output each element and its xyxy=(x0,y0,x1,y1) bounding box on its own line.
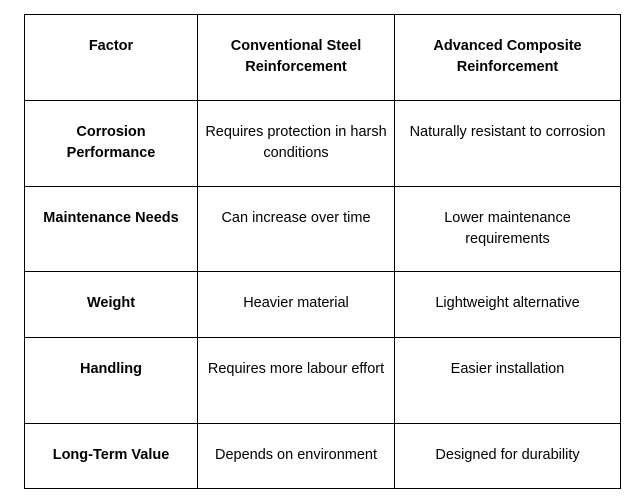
header-advanced-composite: Advanced Composite Reinforcement xyxy=(394,14,621,101)
table-row: Maintenance Needs Can increase over time… xyxy=(24,186,621,272)
header-factor: Factor xyxy=(24,14,198,101)
steel-value: Heavier material xyxy=(243,295,349,311)
composite-cell: Naturally resistant to corrosion xyxy=(394,100,621,187)
steel-value: Depends on environment xyxy=(214,447,378,463)
composite-cell: Designed for durability xyxy=(394,423,621,489)
composite-value: Easier installation xyxy=(450,361,565,377)
steel-cell: Requires protection in harsh conditions xyxy=(197,100,395,187)
table-row: Weight Heavier material Lightweight alte… xyxy=(24,271,621,338)
composite-value: Designed for durability xyxy=(435,447,580,463)
composite-value: Lightweight alternative xyxy=(435,295,580,311)
factor-cell: Weight xyxy=(24,271,198,338)
header-conventional-steel-label: Conventional Steel Reinforcement xyxy=(230,38,362,75)
steel-cell: Depends on environment xyxy=(197,423,395,489)
factor-label: Handling xyxy=(79,361,143,377)
steel-value: Requires protection in harsh conditions xyxy=(205,124,387,161)
header-advanced-composite-label: Advanced Composite Reinforcement xyxy=(433,38,582,75)
composite-value: Lower maintenance requirements xyxy=(444,210,571,247)
factor-cell: Corrosion Performance xyxy=(24,100,198,187)
steel-value: Requires more labour effort xyxy=(207,361,385,377)
table-row: Handling Requires more labour effort Eas… xyxy=(24,337,621,424)
header-factor-label: Factor xyxy=(88,38,134,54)
composite-cell: Lightweight alternative xyxy=(394,271,621,338)
steel-cell: Requires more labour effort xyxy=(197,337,395,424)
header-conventional-steel: Conventional Steel Reinforcement xyxy=(197,14,395,101)
steel-value: Can increase over time xyxy=(221,210,371,226)
table-row: Corrosion Performance Requires protectio… xyxy=(24,100,621,187)
factor-cell: Maintenance Needs xyxy=(24,186,198,272)
composite-cell: Lower maintenance requirements xyxy=(394,186,621,272)
steel-cell: Heavier material xyxy=(197,271,395,338)
factor-label: Long-Term Value xyxy=(52,447,170,463)
composite-cell: Easier installation xyxy=(394,337,621,424)
comparison-table: Factor Conventional Steel Reinforcement … xyxy=(24,14,621,489)
table-row: Long-Term Value Depends on environment D… xyxy=(24,423,621,489)
factor-cell: Handling xyxy=(24,337,198,424)
factor-label: Maintenance Needs xyxy=(43,210,179,226)
table-header-row: Factor Conventional Steel Reinforcement … xyxy=(24,14,621,101)
factor-label: Weight xyxy=(86,295,136,311)
factor-cell: Long-Term Value xyxy=(24,423,198,489)
factor-label: Corrosion Performance xyxy=(66,124,156,161)
steel-cell: Can increase over time xyxy=(197,186,395,272)
composite-value: Naturally resistant to corrosion xyxy=(409,124,606,140)
